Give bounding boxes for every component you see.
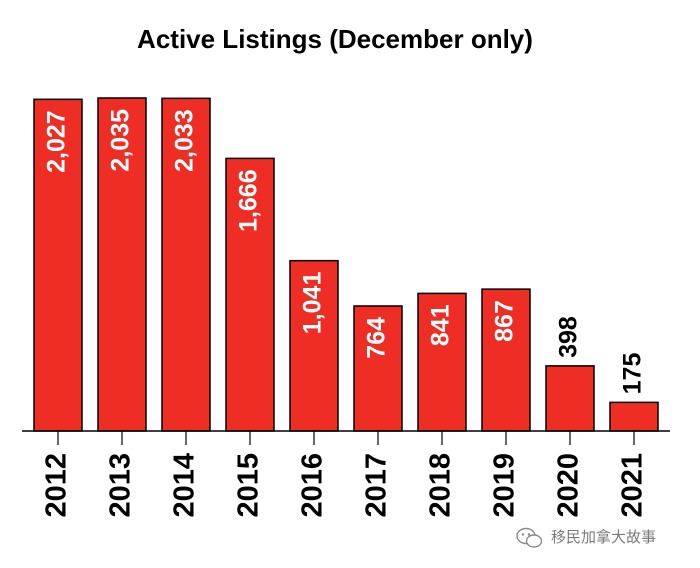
x-tick-label-2020: 2020 xyxy=(553,453,585,518)
bar-2020 xyxy=(545,365,595,432)
bar-2014 xyxy=(161,97,211,432)
value-label-2021: 175 xyxy=(619,353,647,395)
x-tick-label-2014: 2014 xyxy=(169,453,201,518)
x-tick-label-2013: 2013 xyxy=(105,453,137,518)
bar-2021 xyxy=(609,401,659,432)
bar-2013 xyxy=(97,97,147,432)
value-label-2016: 1,041 xyxy=(299,272,327,335)
value-label-2018: 841 xyxy=(427,304,455,346)
value-labels-group: 2,027 2,035 2,033 1,666 1,041 764 841 867 398 175 xyxy=(43,109,647,394)
x-tick-label-2016: 2016 xyxy=(297,453,329,518)
value-label-2015: 1,666 xyxy=(235,169,263,232)
watermark-text: 移民加拿大故事 xyxy=(551,528,656,546)
x-tick-label-2017: 2017 xyxy=(361,453,393,518)
value-label-2014: 2,033 xyxy=(171,109,199,172)
x-tick-label-2015: 2015 xyxy=(233,453,265,518)
bar-2012 xyxy=(33,98,83,432)
bar-2015 xyxy=(225,157,275,432)
wechat-icon xyxy=(516,527,543,548)
value-label-2019: 867 xyxy=(491,300,519,342)
watermark: 移民加拿大故事 xyxy=(516,527,656,548)
value-label-2013: 2,035 xyxy=(107,109,135,172)
x-ticks-group xyxy=(57,431,635,445)
bar-2017 xyxy=(353,305,403,432)
x-tick-labels-group: 2012 2013 2014 2015 2016 2017 2018 2019 2020 2021 xyxy=(41,453,649,518)
value-label-2012: 2,027 xyxy=(43,110,71,173)
x-tick-label-2018: 2018 xyxy=(425,453,457,518)
x-tick-label-2012: 2012 xyxy=(41,453,73,518)
chart-title: Active Listings (December only) xyxy=(137,24,533,54)
x-tick-label-2019: 2019 xyxy=(489,453,521,518)
value-label-2017: 764 xyxy=(363,317,391,359)
value-label-2020: 398 xyxy=(555,316,583,358)
bars-group xyxy=(33,97,659,432)
bar-2019 xyxy=(481,288,531,432)
x-tick-label-2021: 2021 xyxy=(617,453,649,518)
